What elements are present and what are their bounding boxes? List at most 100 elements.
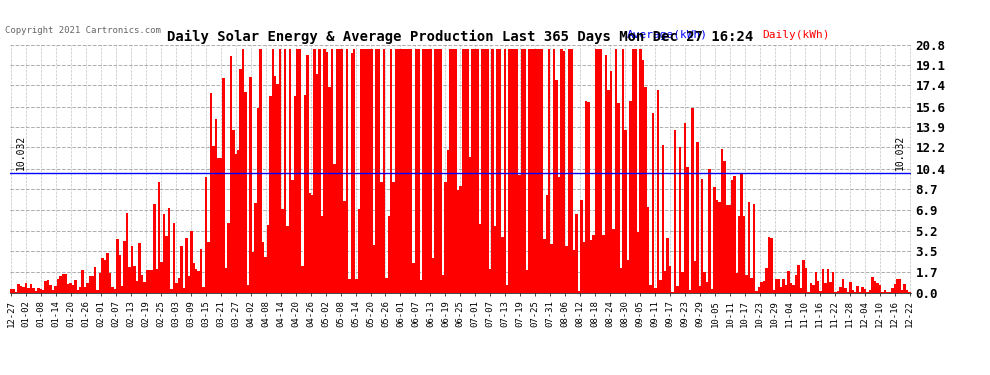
Bar bbox=[797, 265, 800, 292]
Bar bbox=[582, 243, 585, 292]
Bar bbox=[326, 52, 329, 292]
Bar bbox=[301, 266, 304, 292]
Bar bbox=[466, 49, 469, 292]
Bar bbox=[620, 268, 622, 292]
Bar bbox=[150, 270, 153, 292]
Bar bbox=[552, 49, 555, 292]
Bar bbox=[464, 49, 466, 292]
Bar bbox=[686, 167, 689, 292]
Bar bbox=[319, 49, 321, 292]
Bar bbox=[425, 49, 427, 292]
Bar bbox=[904, 284, 906, 292]
Bar bbox=[654, 288, 656, 292]
Bar bbox=[32, 288, 35, 292]
Bar bbox=[106, 253, 109, 292]
Bar bbox=[445, 182, 446, 292]
Bar bbox=[901, 290, 904, 292]
Bar bbox=[738, 216, 741, 292]
Bar bbox=[494, 226, 496, 292]
Bar bbox=[99, 273, 101, 292]
Bar bbox=[750, 278, 752, 292]
Bar bbox=[309, 193, 311, 292]
Bar bbox=[146, 270, 148, 292]
Bar bbox=[516, 49, 519, 292]
Bar bbox=[906, 290, 909, 292]
Bar bbox=[610, 71, 612, 292]
Bar bbox=[442, 275, 445, 292]
Bar bbox=[790, 283, 792, 292]
Bar bbox=[200, 249, 202, 292]
Bar bbox=[395, 49, 397, 292]
Bar bbox=[851, 290, 854, 292]
Bar bbox=[370, 49, 372, 292]
Bar bbox=[30, 284, 32, 292]
Bar bbox=[365, 49, 368, 292]
Bar bbox=[168, 208, 170, 292]
Bar bbox=[736, 273, 738, 292]
Bar bbox=[124, 241, 126, 292]
Bar bbox=[514, 49, 516, 292]
Bar bbox=[456, 190, 459, 292]
Bar bbox=[405, 49, 407, 292]
Bar bbox=[567, 49, 570, 292]
Bar bbox=[755, 291, 757, 292]
Bar bbox=[237, 150, 240, 292]
Bar bbox=[440, 49, 442, 292]
Bar bbox=[35, 291, 37, 292]
Bar bbox=[459, 186, 461, 292]
Bar bbox=[129, 267, 131, 292]
Bar bbox=[202, 286, 205, 292]
Bar bbox=[430, 49, 432, 292]
Bar bbox=[726, 205, 729, 292]
Bar bbox=[630, 101, 632, 292]
Bar bbox=[807, 291, 810, 292]
Bar bbox=[136, 281, 139, 292]
Bar bbox=[101, 258, 104, 292]
Bar bbox=[387, 216, 390, 292]
Bar bbox=[501, 237, 504, 292]
Bar bbox=[822, 269, 825, 292]
Bar bbox=[155, 269, 158, 292]
Bar bbox=[274, 76, 276, 292]
Bar bbox=[812, 285, 815, 292]
Bar bbox=[210, 93, 212, 292]
Bar bbox=[225, 268, 227, 292]
Bar bbox=[800, 288, 802, 292]
Bar bbox=[526, 270, 529, 292]
Bar bbox=[390, 49, 392, 292]
Bar bbox=[353, 49, 355, 292]
Bar bbox=[153, 204, 155, 292]
Bar bbox=[111, 288, 114, 292]
Bar bbox=[316, 74, 319, 292]
Bar bbox=[699, 286, 701, 292]
Bar bbox=[704, 272, 706, 292]
Bar bbox=[54, 286, 56, 292]
Bar bbox=[474, 49, 476, 292]
Bar bbox=[385, 278, 387, 292]
Bar bbox=[446, 150, 449, 292]
Bar bbox=[706, 282, 709, 292]
Bar bbox=[299, 49, 301, 292]
Bar bbox=[595, 49, 597, 292]
Bar bbox=[541, 49, 544, 292]
Bar bbox=[350, 53, 353, 292]
Bar bbox=[815, 272, 817, 292]
Bar bbox=[565, 246, 567, 292]
Bar bbox=[701, 178, 704, 292]
Bar bbox=[481, 49, 484, 292]
Bar bbox=[757, 286, 760, 292]
Bar bbox=[585, 101, 587, 292]
Bar bbox=[587, 102, 590, 292]
Bar bbox=[294, 96, 296, 292]
Bar bbox=[334, 164, 336, 292]
Bar bbox=[580, 200, 582, 292]
Bar bbox=[635, 49, 637, 292]
Bar bbox=[506, 285, 509, 292]
Bar bbox=[126, 213, 129, 292]
Bar bbox=[555, 80, 557, 292]
Bar bbox=[427, 49, 430, 292]
Bar bbox=[304, 95, 306, 292]
Bar bbox=[27, 288, 30, 292]
Bar bbox=[689, 290, 691, 292]
Bar bbox=[420, 280, 422, 292]
